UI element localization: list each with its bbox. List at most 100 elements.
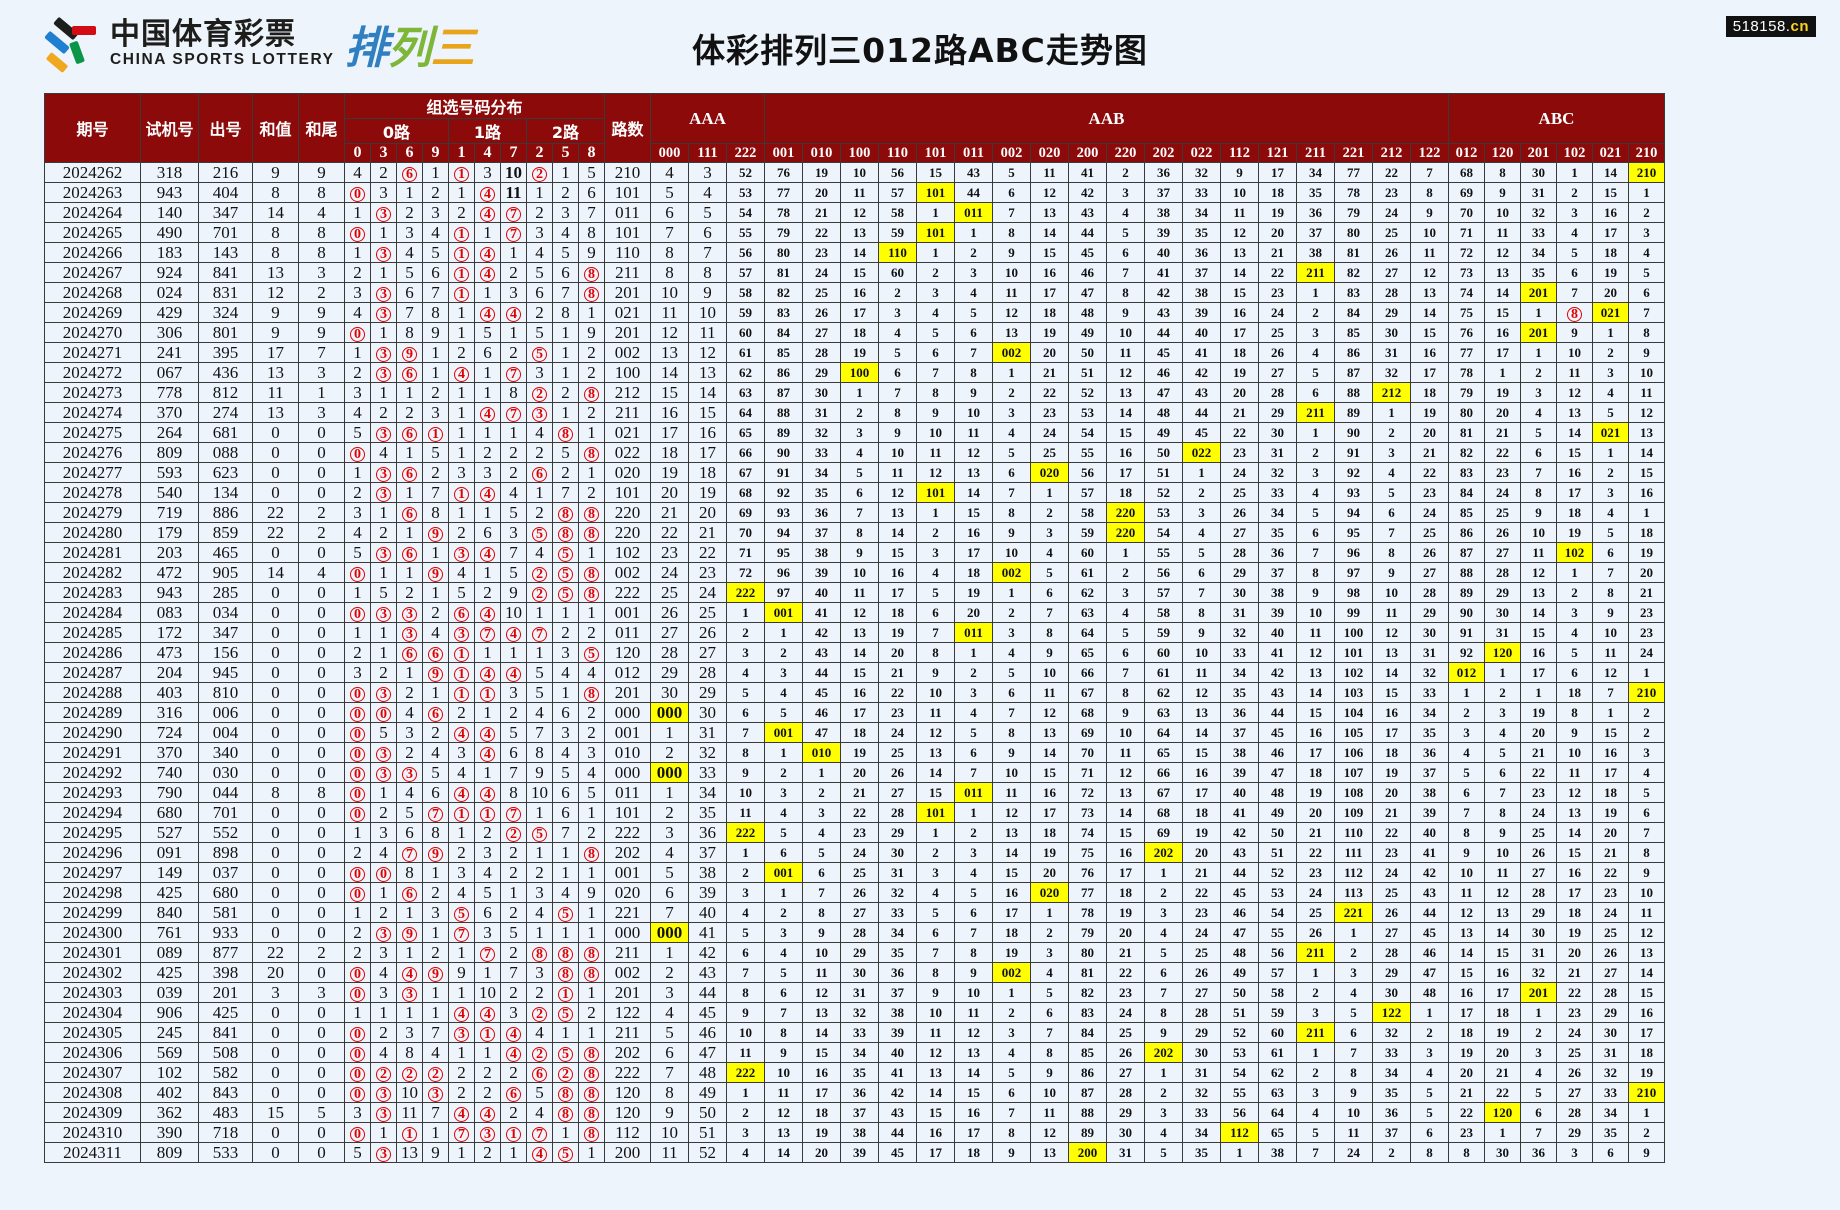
circled-value: 1 bbox=[558, 986, 573, 1002]
cell-abc-0: 83 bbox=[1448, 462, 1485, 483]
cell-aab-13: 30 bbox=[1258, 422, 1297, 443]
cell-digit-5: 2 bbox=[474, 442, 501, 463]
circled-value: 1 bbox=[454, 666, 469, 682]
circled-value: 0 bbox=[350, 966, 365, 982]
table-row: 2024279 719 886 22 2 3 1 6 8 1 1 5 2 8 8 220 21 20 69 93 36 7… bbox=[44, 502, 1665, 523]
cell-aab-14: 6 bbox=[1296, 522, 1335, 543]
cell-abc-0: 20 bbox=[1448, 1062, 1485, 1083]
cell-aab-14: 16 bbox=[1296, 722, 1335, 743]
cell-aab-15: 97 bbox=[1334, 562, 1373, 583]
cell-aab-6: 002 bbox=[992, 562, 1031, 583]
cell-aab-6: 3 bbox=[992, 622, 1031, 643]
cell-aab-6: 17 bbox=[992, 902, 1031, 923]
cell-digit-0: 0 bbox=[344, 802, 371, 823]
cell-digit-7: 5 bbox=[526, 1082, 553, 1103]
cell-abc-4: 1 bbox=[1592, 322, 1629, 343]
cell-abc-3: 1 bbox=[1556, 562, 1593, 583]
cell-digit-9: 1 bbox=[578, 542, 605, 563]
cell-aab-12: 45 bbox=[1220, 882, 1259, 903]
cell-abc-1: 30 bbox=[1484, 1142, 1521, 1163]
cell-aab-13: 53 bbox=[1258, 882, 1297, 903]
cell-aab-12: 19 bbox=[1220, 362, 1259, 383]
table-row: 2024302 425 398 20 0 0 4 4 9 9 1 7 3 8 8 002 2 43 7 5 11 30 36… bbox=[44, 962, 1665, 983]
cell-aaa-0: 6 bbox=[650, 1042, 689, 1063]
cell-digit-3: 4 bbox=[422, 1042, 449, 1063]
cell-aab-9: 4 bbox=[1106, 602, 1145, 623]
cell-aab-6: 7 bbox=[992, 202, 1031, 223]
cell-aaa-1: 4 bbox=[688, 182, 727, 203]
cell-digit-7: 4 bbox=[526, 542, 553, 563]
cell-hewei: 0 bbox=[298, 462, 345, 483]
cell-aaa-1: 24 bbox=[688, 582, 727, 603]
cell-digit-5: 1 bbox=[474, 1042, 501, 1063]
cell-abc-4: 6 bbox=[1592, 542, 1629, 563]
cell-aab-17: 44 bbox=[1410, 902, 1449, 923]
cell-digit-7: 3 bbox=[526, 402, 553, 423]
circled-value: 4 bbox=[480, 1106, 495, 1122]
cell-aab-4: 6 bbox=[916, 342, 955, 363]
cell-aab-2: 14 bbox=[840, 642, 879, 663]
cell-digit-7: 2 bbox=[526, 162, 553, 183]
cell-abc-1: 5 bbox=[1484, 742, 1521, 763]
cell-aab-13: 61 bbox=[1258, 1042, 1297, 1063]
cell-aab-9: 1 bbox=[1106, 542, 1145, 563]
cell-abc-1: 25 bbox=[1484, 502, 1521, 523]
cell-aab-1: 38 bbox=[802, 542, 841, 563]
cell-abc-1: 24 bbox=[1484, 482, 1521, 503]
cell-digit-9: 9 bbox=[578, 242, 605, 263]
cell-aab-12: 35 bbox=[1220, 682, 1259, 703]
cell-aab-12: 20 bbox=[1220, 382, 1259, 403]
cell-aab-13: 44 bbox=[1258, 702, 1297, 723]
cell-aab-11: 15 bbox=[1182, 742, 1221, 763]
cell-aab-13: 37 bbox=[1258, 562, 1297, 583]
cell-aab-1: 20 bbox=[802, 182, 841, 203]
cell-aab-15: 83 bbox=[1334, 282, 1373, 303]
cell-digit-0: 2 bbox=[344, 842, 371, 863]
circled-value: 8 bbox=[584, 386, 599, 402]
cell-abc-1: 10 bbox=[1484, 842, 1521, 863]
cell-aab-2: 27 bbox=[840, 902, 879, 923]
cell-aab-8: 48 bbox=[1068, 302, 1107, 323]
cell-lushu: 211 bbox=[604, 262, 651, 283]
cell-digit-4: 1 bbox=[448, 162, 475, 183]
cell-digit-3: 1 bbox=[422, 1002, 449, 1023]
cell-aab-14: 26 bbox=[1296, 922, 1335, 943]
circled-value: 0 bbox=[350, 886, 365, 902]
watermark-suffix: cn bbox=[1790, 18, 1809, 35]
cell-aab-17: 47 bbox=[1410, 962, 1449, 983]
cell-digit-3: 1 bbox=[422, 682, 449, 703]
cell-aab-10: 37 bbox=[1144, 182, 1183, 203]
cell-aab-17: 23 bbox=[1410, 482, 1449, 503]
cell-abc-1: 16 bbox=[1484, 322, 1521, 343]
cell-aab-8: 64 bbox=[1068, 622, 1107, 643]
cell-aaa-0: 13 bbox=[650, 342, 689, 363]
cell-shijihao: 719 bbox=[140, 502, 199, 523]
cell-aab-9: 13 bbox=[1106, 382, 1145, 403]
circled-value: 1 bbox=[454, 266, 469, 282]
cell-abc-5: 11 bbox=[1628, 902, 1665, 923]
cell-shijihao: 809 bbox=[140, 1142, 199, 1163]
cell-aab-16: 36 bbox=[1372, 1102, 1411, 1123]
cell-aab-5: 1 bbox=[954, 222, 993, 243]
cell-digit-6: 3 bbox=[500, 522, 527, 543]
cell-aab-0: 91 bbox=[764, 462, 803, 483]
cell-digit-4: 1 bbox=[448, 222, 475, 243]
cell-aab-13: 55 bbox=[1258, 922, 1297, 943]
cell-aab-14: 22 bbox=[1296, 842, 1335, 863]
cell-digit-7: 2 bbox=[526, 562, 553, 583]
cell-aaa-1: 32 bbox=[688, 742, 727, 763]
cell-aab-12: 49 bbox=[1220, 962, 1259, 983]
cell-digit-0: 0 bbox=[344, 882, 371, 903]
cell-digit-2: 2 bbox=[396, 1062, 423, 1083]
cell-aab-8: 62 bbox=[1068, 582, 1107, 603]
cell-aab-1: 31 bbox=[802, 402, 841, 423]
circled-value: 8 bbox=[558, 506, 573, 522]
cell-abc-5: 9 bbox=[1628, 342, 1665, 363]
cell-abc-0: 12 bbox=[1448, 902, 1485, 923]
cell-aab-16: 4 bbox=[1372, 462, 1411, 483]
cell-abc-3: 5 bbox=[1556, 242, 1593, 263]
cell-aab-11: 18 bbox=[1182, 802, 1221, 823]
cell-digit-6: 2 bbox=[500, 842, 527, 863]
circled-value: 7 bbox=[454, 926, 469, 942]
cell-hezhi: 0 bbox=[252, 482, 299, 503]
